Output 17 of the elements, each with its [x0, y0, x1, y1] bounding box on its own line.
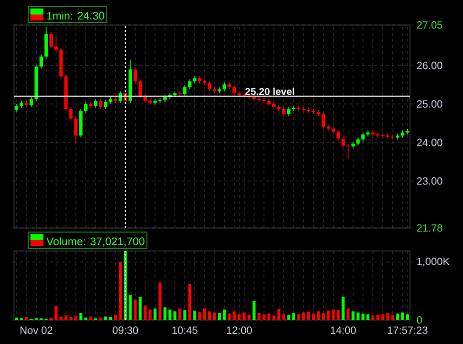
legend-label: Volume: 37,021,700 [46, 237, 144, 247]
x-tick-label: 12:00 [226, 326, 252, 334]
x-tick-label: 09:30 [112, 326, 138, 334]
x-tick-label: 14:00 [330, 326, 356, 334]
x-tick-label: 10:45 [172, 326, 198, 334]
y-tick-label: 24.00 [417, 138, 442, 146]
legend-label: 1min: 24.30 [47, 12, 104, 20]
y-tick-label: 0 [416, 316, 422, 324]
x-tick-label: 17:57:23 [388, 326, 428, 334]
y-tick-label: 21.78 [417, 224, 442, 232]
y-tick-label: 26.00 [417, 62, 442, 70]
y-tick-label: 23.00 [417, 177, 442, 185]
y-tick-label: 1,000K [417, 258, 450, 266]
y-tick-label: 27.05 [417, 21, 442, 29]
ref-line-label: 25.20 level [245, 88, 294, 96]
x-tick-label: Nov 02 [20, 326, 52, 334]
y-tick-label: 25.00 [417, 100, 442, 108]
